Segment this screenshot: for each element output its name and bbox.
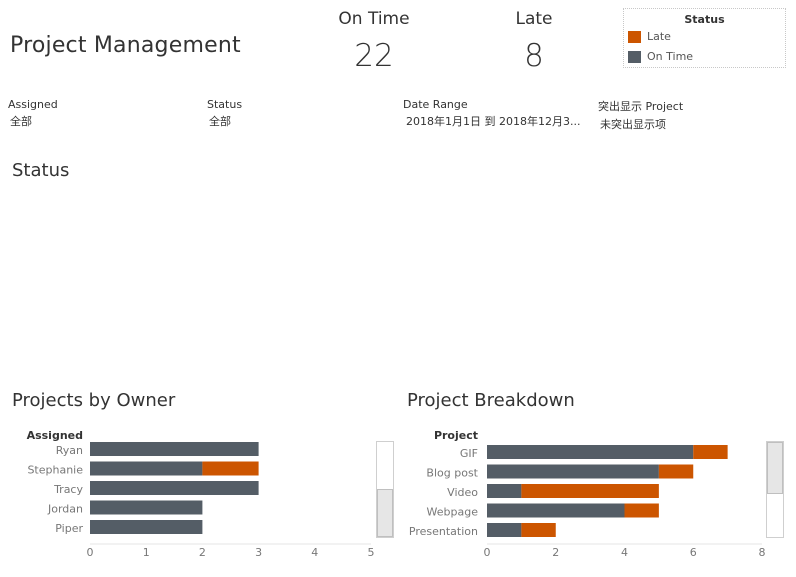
- breakdown-chart[interactable]: Project GIF Blog post Video Webpage Presentat…: [396, 425, 796, 565]
- owner-chart-title: Projects by Owner: [12, 390, 176, 411]
- breakdown-bar-late[interactable]: [693, 445, 728, 459]
- owner-category-label[interactable]: Ryan: [56, 444, 83, 457]
- filter-date-range-label: Date Range: [403, 98, 468, 111]
- breakdown-chart-scroll-thumb[interactable]: [767, 442, 783, 494]
- breakdown-chart-scrollbar[interactable]: [766, 441, 784, 538]
- kpi-on-time-value: 22: [354, 38, 394, 74]
- kpi-late-value: 8: [524, 38, 544, 74]
- breakdown-x-tick-label: 0: [484, 546, 491, 559]
- owner-x-tick-label: 3: [255, 546, 262, 559]
- breakdown-category-label[interactable]: Blog post: [426, 467, 478, 480]
- filter-assigned-label: Assigned: [8, 98, 58, 111]
- breakdown-x-tick-label: 8: [759, 546, 766, 559]
- filter-highlight-project-label: 突出显示 Project: [598, 100, 684, 113]
- legend-label-late: Late: [647, 30, 671, 43]
- owner-category-label[interactable]: Stephanie: [27, 464, 83, 477]
- owner-bar-on-time[interactable]: [90, 481, 259, 495]
- filter-highlight-project[interactable]: 突出显示 Project 未突出显示项: [598, 98, 788, 132]
- breakdown-category-label[interactable]: Presentation: [409, 525, 478, 538]
- filter-highlight-project-value[interactable]: 未突出显示项: [600, 118, 666, 131]
- breakdown-chart-title: Project Breakdown: [407, 390, 575, 411]
- owner-bar-on-time[interactable]: [90, 461, 203, 476]
- breakdown-bar-on-time[interactable]: [487, 484, 522, 498]
- owner-x-tick-label: 1: [143, 546, 150, 559]
- filter-status-label: Status: [207, 98, 243, 111]
- breakdown-bar-late[interactable]: [624, 503, 659, 518]
- owner-category-label[interactable]: Jordan: [47, 503, 83, 516]
- legend-label-on-time: On Time: [647, 50, 694, 63]
- breakdown-bar-on-time[interactable]: [487, 464, 659, 479]
- breakdown-bar-on-time[interactable]: [487, 445, 694, 459]
- filter-date-range-value[interactable]: 2018年1月1日 到 2018年12月3...: [406, 115, 581, 128]
- breakdown-row-header: Project: [434, 429, 478, 442]
- owner-row-header: Assigned: [27, 429, 83, 442]
- owner-bar-on-time[interactable]: [90, 520, 203, 534]
- breakdown-bar-late[interactable]: [521, 484, 659, 498]
- owner-x-tick-label: 2: [199, 546, 206, 559]
- filter-status[interactable]: Status 全部: [207, 98, 387, 129]
- breakdown-x-tick-label: 6: [690, 546, 697, 559]
- filter-assigned[interactable]: Assigned 全部: [8, 98, 188, 129]
- legend-item-on-time[interactable]: On Time: [628, 50, 693, 63]
- owner-chart[interactable]: Assigned Ryan Stephanie Tracy Jordan Piper 0 1 2…: [0, 425, 396, 565]
- breakdown-category-label[interactable]: GIF: [460, 447, 478, 460]
- breakdown-category-label[interactable]: Webpage: [427, 506, 479, 519]
- owner-bar-late[interactable]: [202, 461, 259, 476]
- legend-swatch-on-time: [628, 50, 641, 63]
- owner-x-tick-label: 5: [368, 546, 375, 559]
- owner-category-label[interactable]: Tracy: [53, 483, 83, 496]
- owner-x-tick-label: 4: [311, 546, 318, 559]
- breakdown-bar-late[interactable]: [658, 464, 694, 479]
- owner-bar-on-time[interactable]: [90, 500, 203, 515]
- filter-status-value[interactable]: 全部: [209, 115, 231, 128]
- status-legend[interactable]: Status Late On Time: [623, 8, 786, 68]
- filter-date-range[interactable]: Date Range 2018年1月1日 到 2018年12月3...: [403, 98, 589, 129]
- legend-title: Status: [684, 13, 725, 26]
- legend-swatch-late: [628, 30, 641, 43]
- breakdown-bar-on-time[interactable]: [487, 523, 522, 537]
- legend-item-late[interactable]: Late: [628, 30, 671, 43]
- breakdown-bar-late[interactable]: [521, 523, 556, 537]
- breakdown-category-label[interactable]: Video: [447, 486, 478, 499]
- owner-bar-on-time[interactable]: [90, 442, 259, 456]
- breakdown-bar-on-time[interactable]: [487, 503, 625, 518]
- owner-x-tick-label: 0: [87, 546, 94, 559]
- breakdown-x-tick-label: 2: [552, 546, 559, 559]
- owner-chart-scrollbar[interactable]: [376, 441, 394, 538]
- filter-assigned-value[interactable]: 全部: [10, 115, 32, 128]
- breakdown-x-tick-label: 4: [621, 546, 628, 559]
- owner-category-label[interactable]: Piper: [55, 522, 83, 535]
- page-title: Project Management: [10, 33, 241, 58]
- kpi-late-label: Late: [515, 9, 553, 29]
- kpi-on-time-label: On Time: [338, 9, 410, 29]
- status-section-title: Status: [12, 160, 70, 181]
- owner-chart-scroll-thumb[interactable]: [377, 489, 393, 537]
